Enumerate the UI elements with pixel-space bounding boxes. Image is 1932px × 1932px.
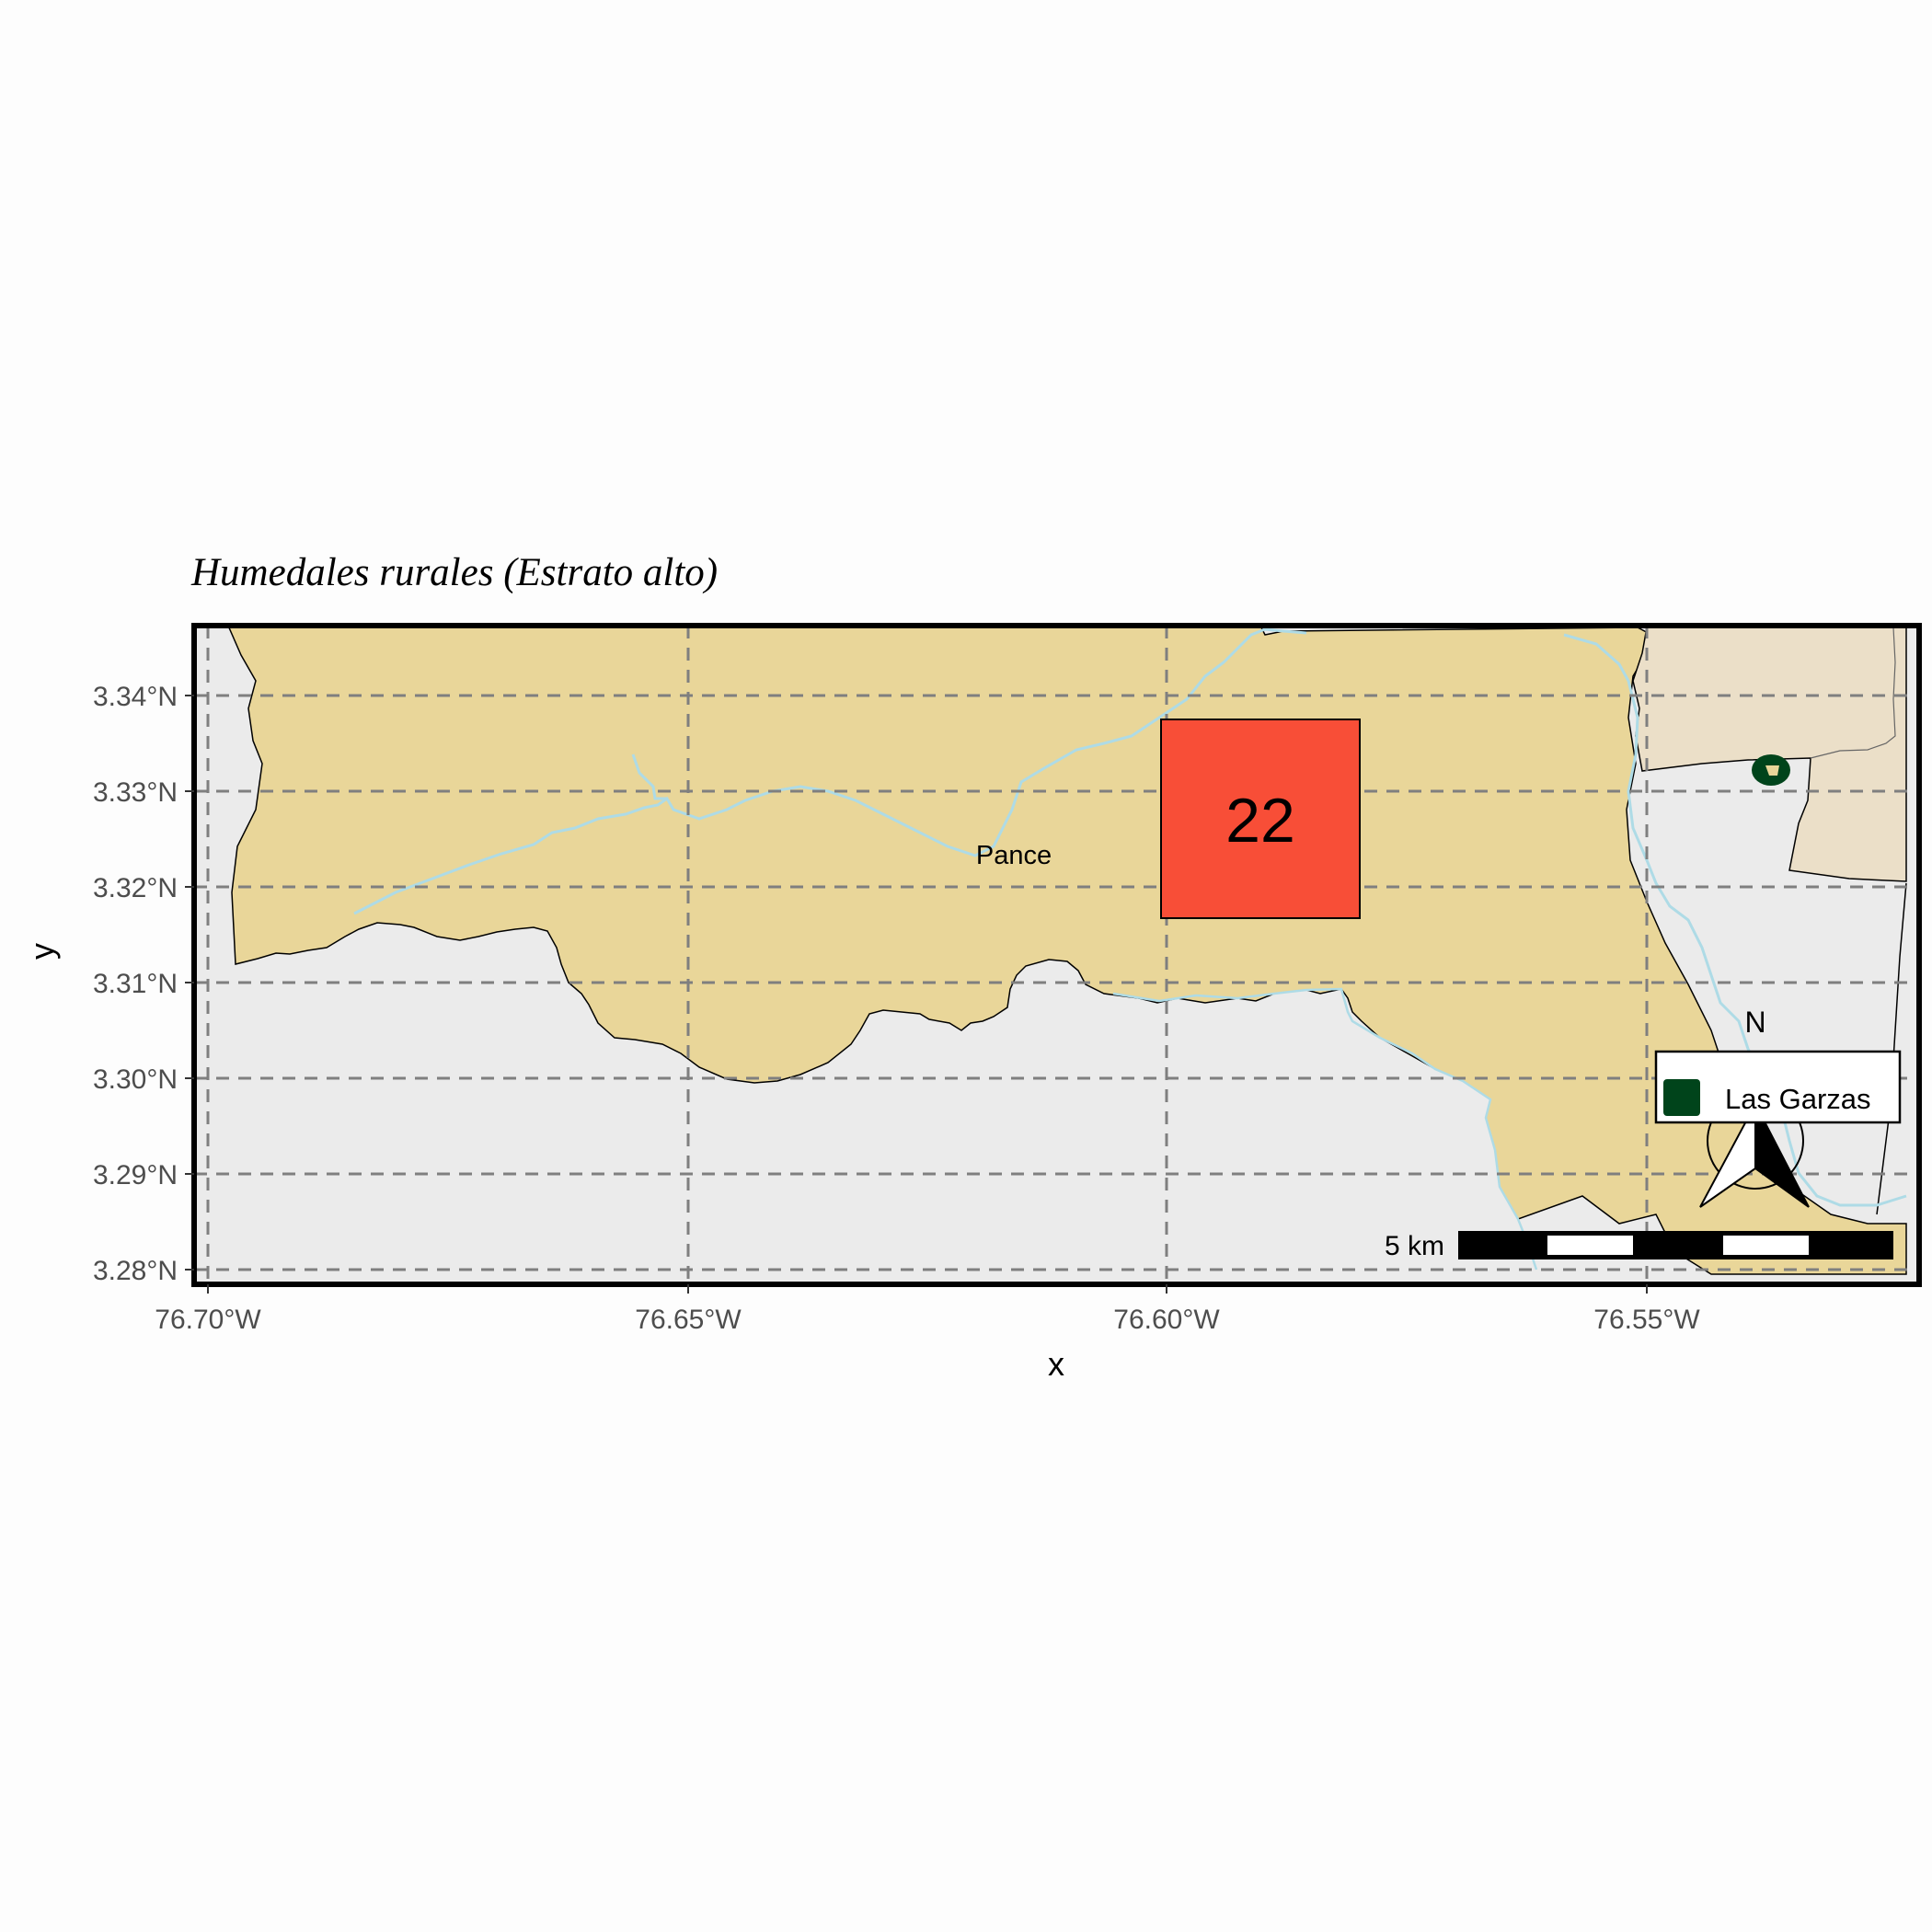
y-tick-label: 3.29°N xyxy=(93,1160,178,1190)
y-axis-title: y xyxy=(23,943,61,960)
place-label-pance: Pance xyxy=(976,841,1052,870)
count-cell-square xyxy=(1160,719,1361,919)
y-tick-label: 3.30°N xyxy=(93,1064,178,1095)
river-tributary xyxy=(631,753,667,800)
map-panel: 22 Pance N Las Garzas 5 km xyxy=(191,623,1922,1287)
wetland-count-cell: 22 xyxy=(1160,719,1361,919)
legend: Las Garzas xyxy=(1654,1050,1902,1124)
legend-label: Las Garzas xyxy=(1725,1083,1871,1115)
panel-border xyxy=(191,623,1922,1287)
y-tick-label: 3.33°N xyxy=(93,777,178,808)
count-cell-label: 22 xyxy=(1225,786,1295,856)
map-title: Humedales rurales (Estrato alto) xyxy=(190,551,718,594)
y-tick-label: 3.34°N xyxy=(93,682,178,712)
scale-bar-label: 5 km xyxy=(1385,1231,1444,1261)
scale-bar: 5 km xyxy=(1385,1231,1893,1261)
scale-bar-white-segment xyxy=(1723,1236,1809,1255)
graticule xyxy=(194,626,1919,1284)
las-garzas-wetland-marker xyxy=(1752,754,1790,786)
scale-bar-white-segment xyxy=(1547,1236,1633,1255)
x-tick-label: 76.60°W xyxy=(1113,1305,1220,1335)
north-arrow-label: N xyxy=(1744,1006,1765,1039)
y-tick-label: 3.28°N xyxy=(93,1256,178,1286)
north-arrow-right-half xyxy=(1754,1103,1810,1208)
y-tick-label: 3.32°N xyxy=(93,873,178,903)
river-main xyxy=(353,627,1307,915)
x-axis-title: x xyxy=(1048,1345,1064,1383)
y-tick-label: 3.31°N xyxy=(93,969,178,999)
x-tick-label: 76.55°W xyxy=(1593,1305,1700,1335)
river-south xyxy=(1112,987,1538,1271)
x-tick-label: 76.65°W xyxy=(635,1305,742,1335)
x-axis: 76.70°W 76.65°W 76.60°W 76.55°W xyxy=(155,1284,1700,1335)
x-tick-label: 76.70°W xyxy=(155,1305,261,1335)
legend-swatch xyxy=(1663,1079,1700,1116)
scale-bar-base xyxy=(1458,1231,1893,1259)
y-axis: 3.34°N 3.33°N 3.32°N 3.31°N 3.30°N 3.29°N 3.28… xyxy=(93,682,194,1286)
urban-inner-boundary xyxy=(1810,627,1896,759)
river-east xyxy=(1563,633,1907,1207)
rural-land-region xyxy=(226,625,1907,1275)
